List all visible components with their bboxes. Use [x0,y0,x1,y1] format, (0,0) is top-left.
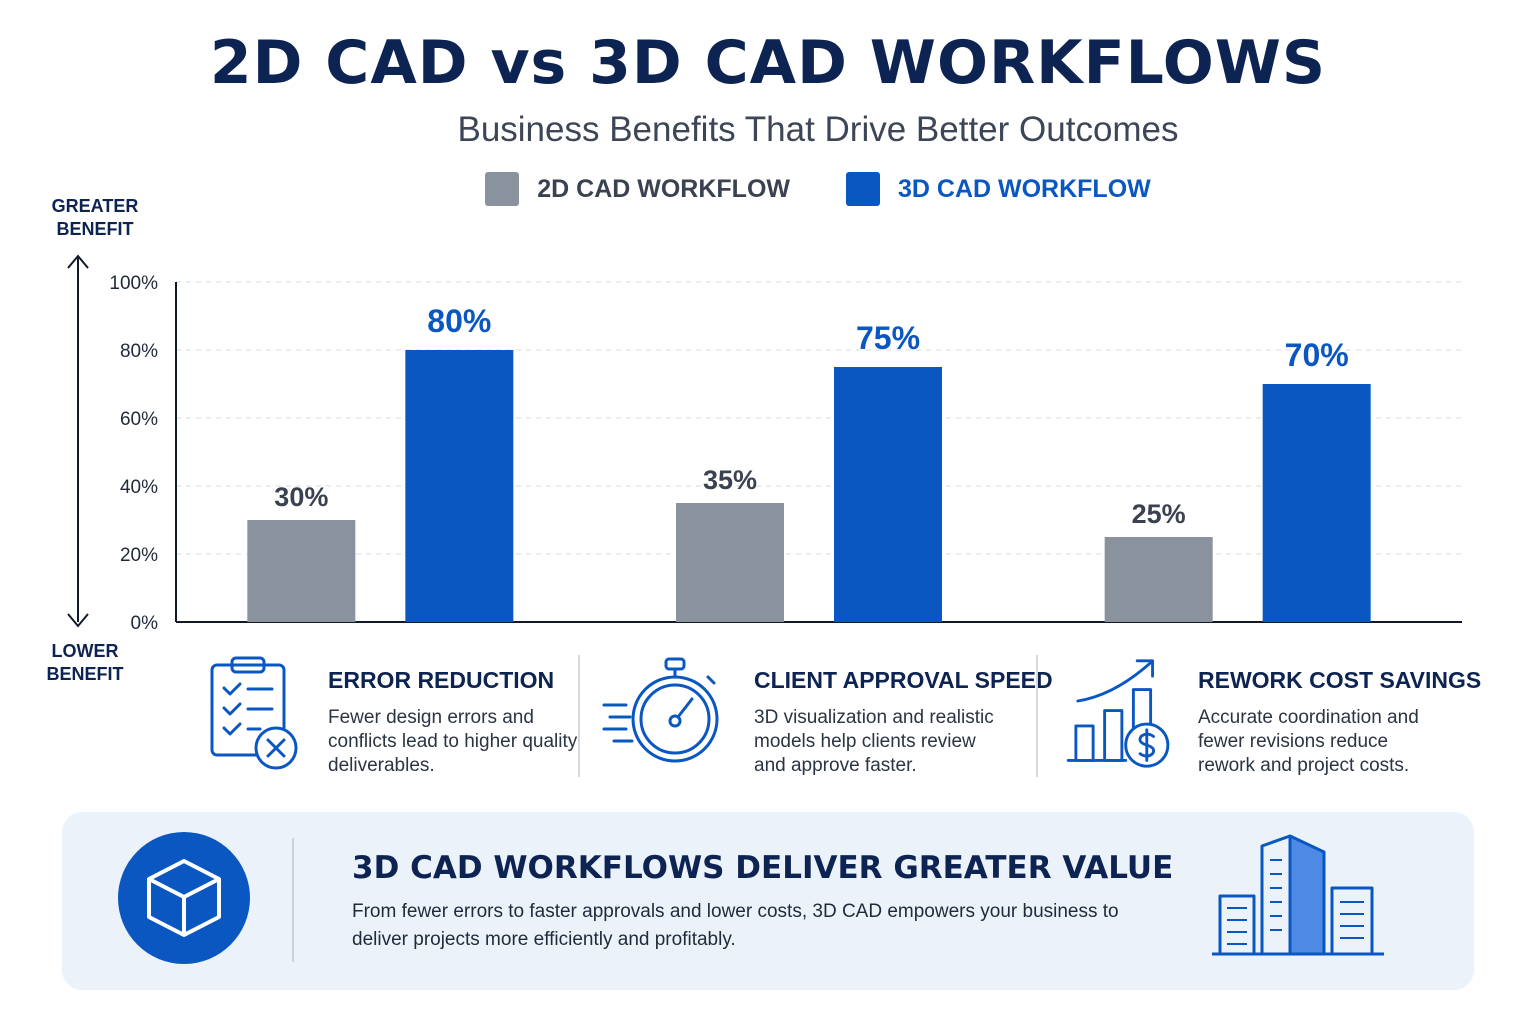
legend-item-3d: 3D CAD WORKFLOW [846,172,1151,206]
data-label: 75% [856,320,920,356]
legend-label-2d: 2D CAD WORKFLOW [537,174,790,203]
data-label: 70% [1285,337,1349,373]
chart-legend: 2D CAD WORKFLOW 3D CAD WORKFLOW [0,172,1536,206]
grid-lines [176,281,1462,555]
data-label: 35% [703,465,757,495]
y-tick-label: 60% [120,409,158,430]
bar-3d [1262,384,1371,622]
page-title: 2D CAD vs 3D CAD WORKFLOWS [209,28,1327,98]
cube-icon [147,859,221,937]
banner-text: From fewer errors to faster approvals an… [352,901,1119,950]
cube-icon-badge [118,832,250,964]
y-tick-label: 0% [131,613,159,634]
bar-2d [247,520,356,622]
benefit-title: CLIENT APPROVAL SPEED [754,667,1053,693]
benefit-desc: Fewer design errors and conflicts lead t… [328,707,578,776]
checklist-icon [210,656,298,770]
y-tick-label: 20% [120,545,158,566]
y-tick-label: 100% [109,273,158,294]
bar-3d [405,350,514,622]
axis-arrow [67,254,89,628]
benefit-divider [1036,655,1038,777]
benefit-client-approval: CLIENT APPROVAL SPEED 3D visualization a… [600,655,1053,778]
data-label: 25% [1132,499,1186,529]
legend-label-3d: 3D CAD WORKFLOW [898,174,1151,203]
axes [67,254,1462,628]
data-labels: 30% 80% 35% 75% 25% 70% [274,303,1348,529]
benefit-desc: Accurate coordination and fewer revision… [1198,707,1419,776]
cost-savings-icon [1066,659,1170,768]
benefit-divider [578,655,580,777]
buildings-icon [1212,834,1384,956]
benefit-error-reduction: ERROR REDUCTION Fewer design errors and … [204,655,578,778]
value-banner: 3D CAD WORKFLOWS DELIVER GREATER VALUE F… [62,812,1474,990]
y-tick-labels: 0% 20% 40% 60% 80% 100% [109,273,158,634]
data-label: 80% [427,303,491,339]
y-tick-label: 80% [120,341,158,362]
bar-2d [1104,537,1213,622]
legend-item-2d: 2D CAD WORKFLOW [485,172,790,206]
axis-cap-top: GREATER BENEFIT [51,196,139,239]
y-tick-label: 40% [120,477,158,498]
bar-2d [676,503,784,622]
stopwatch-icon [602,657,719,763]
benefit-rework-cost: REWORK COST SAVINGS Accurate coordinatio… [1064,655,1481,778]
axis-cap-bottom: LOWER BENEFIT [46,641,124,684]
legend-swatch-3d [846,172,880,206]
benefit-title: REWORK COST SAVINGS [1198,667,1482,693]
benefit-desc: 3D visualization and realistic models he… [754,707,994,776]
legend-swatch-2d [485,172,520,206]
bars [247,350,1371,622]
data-label: 30% [274,482,328,512]
bar-chart: 0% 20% 40% 60% 80% 100% 30% 80% 35% 75% 25% 70% [67,254,1462,634]
banner-divider [292,838,294,962]
banner-title: 3D CAD WORKFLOWS DELIVER GREATER VALUE [352,850,1174,886]
page-subtitle: Business Benefits That Drive Better Outc… [457,110,1179,149]
benefit-title: ERROR REDUCTION [328,667,555,693]
bar-3d [834,367,942,622]
